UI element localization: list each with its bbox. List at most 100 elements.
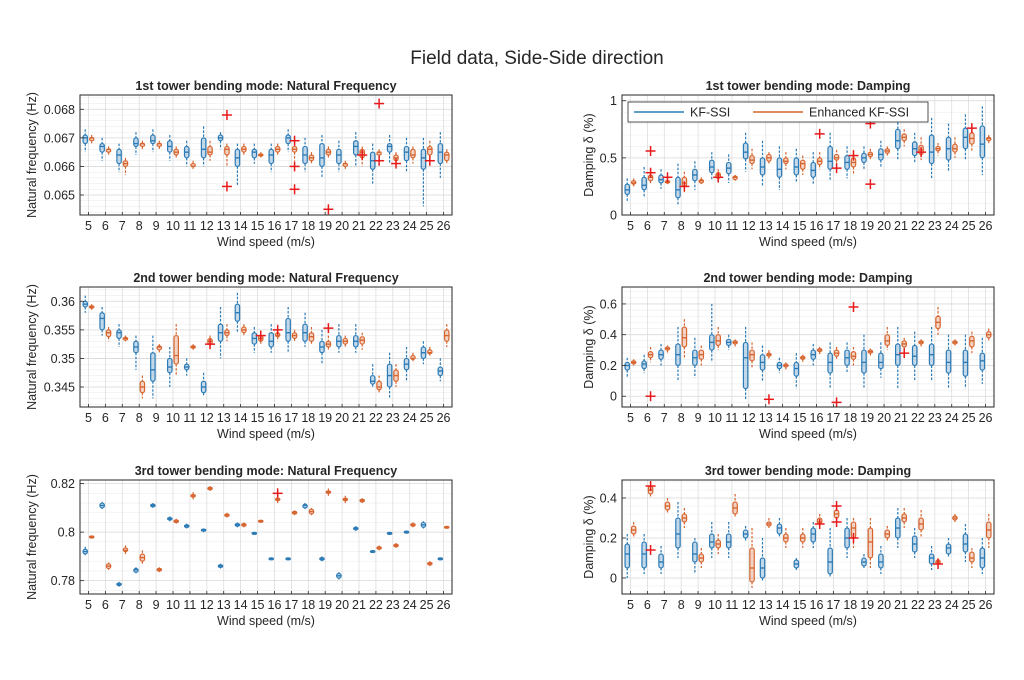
- box-kf-ssi: [99, 137, 105, 161]
- x-tick-label: 13: [759, 411, 773, 425]
- x-tick-label: 9: [695, 411, 702, 425]
- y-axis-label: Natural frequency (Hz): [25, 284, 39, 410]
- x-tick-label: 7: [661, 219, 668, 233]
- box-enhanced-kf-ssi: [224, 143, 230, 167]
- x-tick-label: 24: [945, 598, 959, 612]
- x-tick-label: 11: [725, 411, 738, 425]
- box-enhanced-kf-ssi: [105, 146, 112, 155]
- subplot-2: 5 6 7 8 9 10 11 12 13 14 15 16 17 18 19 20 21 22 23 24 25 260…: [582, 79, 995, 249]
- box-kf-ssi: [742, 132, 749, 172]
- x-tick-label: 17: [826, 598, 840, 612]
- x-tick-label: 20: [877, 219, 891, 233]
- box-enhanced-kf-ssi: [783, 152, 789, 170]
- box-enhanced-kf-ssi: [308, 327, 315, 345]
- outlier-marker: [966, 123, 977, 134]
- box-kf-ssi: [692, 538, 698, 574]
- box-kf-ssi: [369, 364, 376, 387]
- x-tick-label: 9: [695, 598, 702, 612]
- box-enhanced-kf-ssi: [410, 352, 416, 362]
- box-body: [850, 351, 857, 360]
- box-kf-ssi: [793, 353, 800, 389]
- x-tick-label: 10: [166, 411, 180, 425]
- box-kf-ssi: [759, 345, 766, 381]
- box-enhanced-kf-ssi: [698, 177, 705, 185]
- box-kf-ssi: [979, 538, 986, 574]
- box-kf-ssi: [268, 324, 275, 353]
- x-tick-label: 6: [102, 219, 109, 233]
- box-body: [624, 543, 631, 569]
- x-tick-label: 21: [352, 219, 366, 233]
- x-tick-label: 13: [217, 598, 231, 612]
- box-body: [894, 128, 901, 150]
- box-kf-ssi: [641, 354, 647, 374]
- box-enhanced-kf-ssi: [867, 518, 874, 568]
- box-body: [827, 352, 833, 374]
- box-enhanced-kf-ssi: [901, 508, 908, 528]
- subplot-title: 3rd tower bending mode: Damping: [705, 464, 911, 478]
- box-body: [116, 329, 122, 340]
- figure-title: Field data, Side-Side direction: [410, 48, 663, 69]
- y-tick-label: 0.345: [44, 381, 75, 395]
- box-kf-ssi: [844, 146, 850, 179]
- outlier-marker: [357, 150, 368, 160]
- x-tick-label: 14: [234, 411, 248, 425]
- outlier-marker: [272, 324, 283, 335]
- box-enhanced-kf-ssi: [985, 135, 992, 145]
- x-tick-label: 5: [627, 598, 634, 612]
- axes-frame: [79, 479, 453, 595]
- box-enhanced-kf-ssi: [241, 324, 247, 336]
- box-enhanced-kf-ssi: [901, 129, 908, 147]
- box-enhanced-kf-ssi: [985, 514, 992, 548]
- x-axis-label: Wind speed (m/s): [759, 427, 857, 441]
- subplot-6: 5 6 7 8 9 10 11 12 13 14 15 16 17 18 19 20 21 22 23 24 25 26 0…: [582, 464, 995, 628]
- box-kf-ssi: [200, 528, 207, 533]
- x-tick-label: 13: [759, 219, 773, 233]
- box-kf-ssi: [251, 143, 258, 164]
- box-body: [884, 334, 891, 347]
- x-tick-label: 24: [945, 411, 959, 425]
- box-kf-ssi: [352, 526, 359, 531]
- box-kf-ssi: [268, 143, 275, 173]
- box-kf-ssi: [234, 292, 241, 333]
- box-enhanced-kf-ssi: [969, 331, 975, 354]
- box-enhanced-kf-ssi: [139, 375, 146, 399]
- x-tick-label: 12: [742, 411, 756, 425]
- box-enhanced-kf-ssi: [376, 545, 382, 551]
- box-enhanced-kf-ssi: [427, 347, 433, 356]
- box-kf-ssi: [319, 135, 325, 178]
- box-kf-ssi: [82, 295, 89, 313]
- box-enhanced-kf-ssi: [122, 545, 129, 554]
- box-enhanced-kf-ssi: [257, 519, 264, 523]
- x-tick-label: 18: [843, 411, 857, 425]
- box-enhanced-kf-ssi: [359, 332, 366, 350]
- subplot-1: 5 6 7 8 9 10 11 12 13 14 15 16 17 18 19 20 21 22 23 24 25 26 0…: [25, 79, 453, 249]
- x-tick-label: 22: [911, 411, 925, 425]
- x-tick-label: 14: [234, 219, 248, 233]
- x-tick-label: 15: [793, 598, 807, 612]
- x-tick-label: 14: [776, 598, 790, 612]
- box-kf-ssi: [302, 312, 308, 347]
- box-enhanced-kf-ssi: [901, 337, 908, 351]
- box-kf-ssi: [150, 335, 156, 399]
- x-tick-label: 7: [119, 219, 126, 233]
- x-tick-label: 18: [301, 219, 315, 233]
- box-enhanced-kf-ssi: [139, 550, 146, 564]
- box-body: [742, 341, 749, 390]
- box-enhanced-kf-ssi: [443, 525, 450, 529]
- x-tick-label: 13: [759, 598, 773, 612]
- box-enhanced-kf-ssi: [749, 342, 755, 369]
- outlier-marker: [933, 559, 944, 569]
- box-enhanced-kf-ssi: [833, 149, 840, 164]
- y-axis-label: Damping δ (%): [582, 495, 596, 578]
- box-enhanced-kf-ssi: [173, 324, 180, 376]
- x-tick-label: 6: [644, 598, 651, 612]
- box-kf-ssi: [692, 161, 698, 190]
- axes-frame: [621, 286, 995, 408]
- outlier-marker: [205, 339, 216, 350]
- box-kf-ssi: [403, 137, 410, 173]
- box-kf-ssi: [352, 324, 359, 353]
- x-tick-label: 20: [877, 411, 891, 425]
- x-tick-label: 19: [318, 598, 332, 612]
- box-enhanced-kf-ssi: [393, 543, 399, 548]
- x-tick-label: 8: [678, 219, 685, 233]
